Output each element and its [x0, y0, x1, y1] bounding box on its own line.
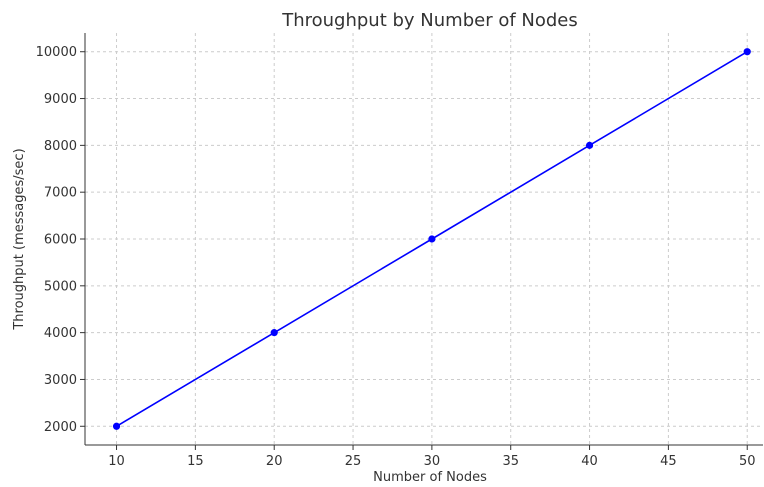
x-tick-label: 10	[108, 454, 125, 469]
x-tick-label: 50	[739, 454, 756, 469]
x-tick-label: 45	[660, 454, 677, 469]
y-tick-label: 7000	[44, 186, 77, 201]
y-tick-label: 8000	[44, 139, 77, 154]
x-tick-label: 40	[581, 454, 598, 469]
y-tick-label: 2000	[44, 420, 77, 435]
y-axis-ticks: 2000 3000 4000 5000 6000 7000 8000 9000 10000	[36, 45, 85, 435]
x-tick-label: 25	[345, 454, 362, 469]
x-axis-ticks: 10 15 20 25 30 35 40 45 50	[108, 445, 756, 469]
data-point	[270, 329, 278, 337]
x-tick-label: 30	[424, 454, 441, 469]
x-tick-label: 15	[187, 454, 204, 469]
x-axis-label: Number of Nodes	[373, 470, 487, 485]
y-tick-label: 6000	[44, 233, 77, 248]
chart-title: Throughput by Number of Nodes	[281, 10, 578, 31]
y-tick-label: 9000	[44, 92, 77, 107]
x-tick-label: 20	[266, 454, 283, 469]
data-point	[585, 141, 594, 149]
y-axis-label: Throughput (messages/sec)	[12, 148, 27, 330]
y-tick-label: 5000	[44, 279, 77, 294]
y-tick-label: 10000	[36, 45, 77, 60]
grid	[85, 33, 763, 445]
x-tick-label: 35	[502, 454, 519, 469]
series	[112, 48, 751, 430]
data-point	[743, 48, 751, 56]
data-point	[428, 235, 436, 243]
y-tick-label: 3000	[44, 373, 77, 388]
y-tick-label: 4000	[44, 326, 77, 341]
data-point	[112, 422, 121, 430]
